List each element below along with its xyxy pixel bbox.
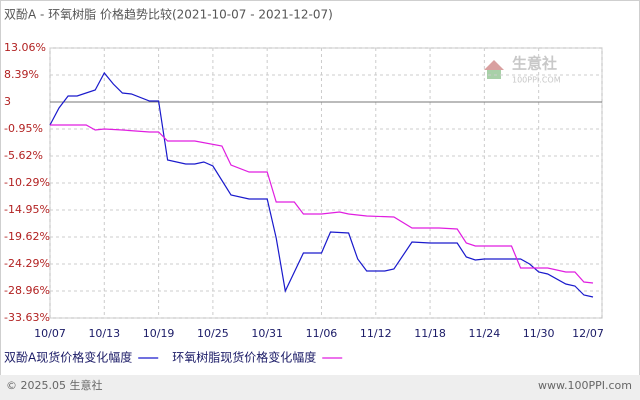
x-tick-label: 10/19 <box>143 327 175 340</box>
legend-label: 双酚A现货价格变化幅度 <box>4 350 132 365</box>
y-tick-label: 8.39% <box>4 68 39 81</box>
legend-label: 环氧树脂现货价格变化幅度 <box>172 350 316 365</box>
watermark-logo <box>487 70 501 79</box>
x-tick-label: 10/25 <box>197 327 229 340</box>
x-tick-label: 11/12 <box>360 327 392 340</box>
footer-left: © 2025.05 生意社 <box>6 378 102 392</box>
watermark-logo <box>484 60 504 70</box>
footer-bar <box>0 375 640 400</box>
x-tick-label: 10/07 <box>34 327 66 340</box>
y-tick-label: -5.62% <box>4 149 43 162</box>
x-tick-label: 11/24 <box>469 327 501 340</box>
y-tick-label: -0.95% <box>4 122 43 135</box>
y-tick-label: -19.62% <box>4 230 50 243</box>
chart-title: 双酚A - 环氧树脂 价格趋势比较(2021-10-07 - 2021-12-0… <box>4 7 333 22</box>
watermark-brand: 生意社 <box>512 55 557 73</box>
y-tick-label: -14.95% <box>4 203 50 216</box>
x-tick-label: 12/07 <box>572 327 604 340</box>
x-tick-label: 10/13 <box>88 327 120 340</box>
y-tick-label: 3 <box>4 95 11 108</box>
footer-right: www.100PPI.com <box>538 379 632 392</box>
y-tick-label: -28.96% <box>4 284 50 297</box>
y-tick-label: -10.29% <box>4 176 50 189</box>
x-tick-label: 10/31 <box>251 327 283 340</box>
y-tick-label: -24.29% <box>4 257 50 270</box>
watermark-site: 100PPI.COM <box>512 76 561 85</box>
y-tick-label: -33.63% <box>4 311 50 324</box>
series-line <box>49 71 594 298</box>
series-line <box>50 124 594 284</box>
y-tick-label: 13.06% <box>4 41 46 54</box>
x-tick-label: 11/18 <box>414 327 446 340</box>
x-tick-label: 11/06 <box>306 327 338 340</box>
x-tick-label: 11/30 <box>523 327 555 340</box>
